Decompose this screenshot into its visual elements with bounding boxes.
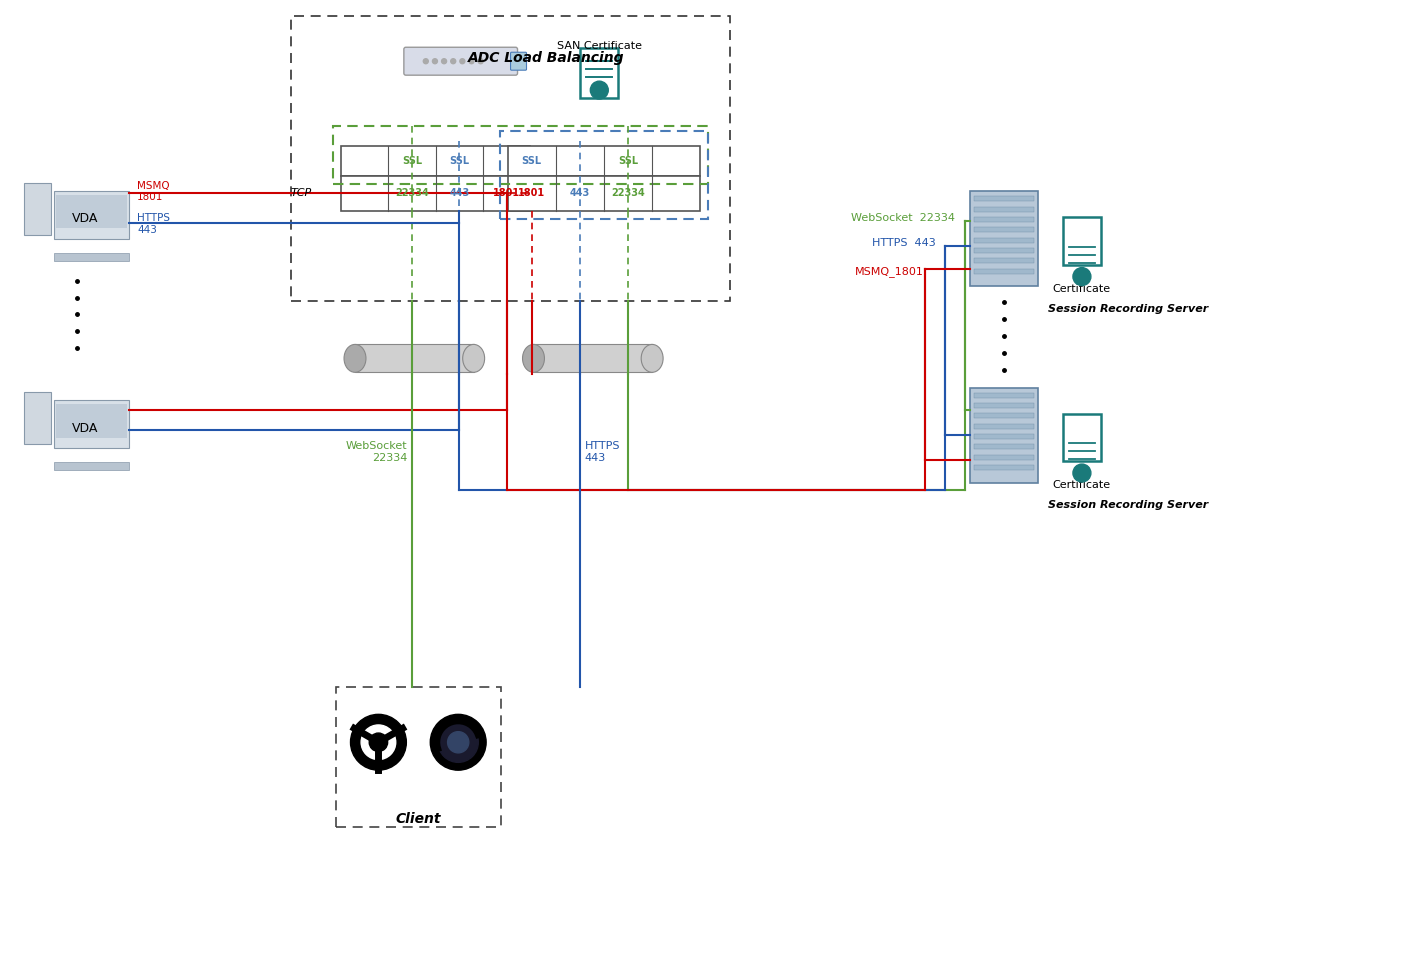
Text: SAN Certificate: SAN Certificate (557, 41, 642, 51)
Circle shape (450, 58, 456, 64)
Text: WebSocket  22334: WebSocket 22334 (851, 213, 955, 222)
Circle shape (424, 58, 428, 64)
Text: SSL: SSL (402, 156, 422, 166)
Bar (974, 227, 1034, 232)
Bar (508, 146, 701, 176)
Bar (499, 131, 708, 218)
Bar (974, 434, 1034, 439)
Text: SSL: SSL (449, 156, 470, 166)
Text: ADC Load Balancing: ADC Load Balancing (469, 51, 625, 65)
Ellipse shape (345, 345, 366, 372)
Text: Certificate: Certificate (1052, 284, 1112, 293)
Text: MSMQ_1801: MSMQ_1801 (854, 266, 923, 277)
Bar (974, 465, 1034, 470)
Circle shape (478, 58, 483, 64)
Text: WebSocket
22334: WebSocket 22334 (346, 441, 407, 463)
Bar (53, 191, 129, 239)
Bar (53, 400, 129, 448)
FancyBboxPatch shape (404, 48, 518, 75)
Bar (974, 218, 1034, 222)
Circle shape (362, 725, 395, 759)
Bar (24, 183, 51, 235)
Circle shape (1074, 268, 1090, 285)
Text: VDA: VDA (72, 421, 98, 435)
Bar (291, 17, 730, 301)
Bar (53, 252, 129, 260)
Ellipse shape (642, 345, 663, 372)
Bar (971, 387, 1038, 483)
Circle shape (431, 715, 487, 770)
Bar (24, 392, 51, 444)
Text: VDA: VDA (72, 213, 98, 225)
Text: HTTPS
443: HTTPS 443 (585, 441, 620, 463)
Bar (974, 392, 1034, 398)
Bar (533, 345, 653, 372)
Bar (974, 403, 1034, 408)
Bar (974, 248, 1034, 253)
Text: Session Recording Server: Session Recording Server (1048, 500, 1209, 511)
Circle shape (442, 58, 446, 64)
Text: TCP: TCP (290, 188, 312, 198)
Bar (333, 126, 708, 184)
Bar (974, 196, 1034, 201)
Text: 1801: 1801 (494, 188, 521, 198)
Bar (340, 146, 530, 176)
Ellipse shape (522, 345, 545, 372)
Circle shape (369, 733, 388, 752)
Circle shape (350, 715, 407, 770)
Bar (974, 207, 1034, 212)
Bar (56, 404, 127, 438)
Text: HTTPS
443: HTTPS 443 (136, 213, 170, 235)
Bar (1062, 414, 1100, 461)
Text: 443: 443 (449, 188, 470, 198)
Text: 22334: 22334 (395, 188, 429, 198)
Text: 1801: 1801 (518, 188, 545, 198)
Bar (974, 454, 1034, 460)
Bar (974, 423, 1034, 429)
Text: HTTPS  443: HTTPS 443 (871, 238, 936, 248)
Circle shape (447, 732, 469, 753)
Circle shape (591, 82, 608, 99)
Text: 443: 443 (570, 188, 590, 198)
Bar (508, 176, 701, 211)
Bar (340, 176, 530, 211)
Bar (974, 258, 1034, 263)
Circle shape (432, 58, 438, 64)
Circle shape (460, 58, 464, 64)
Bar (336, 687, 501, 827)
Text: Certificate: Certificate (1052, 480, 1112, 490)
Circle shape (438, 722, 478, 762)
Bar (974, 269, 1034, 274)
Bar (974, 414, 1034, 419)
Text: 22334: 22334 (611, 188, 644, 198)
Bar (53, 462, 129, 470)
Bar (56, 195, 127, 228)
Ellipse shape (463, 345, 484, 372)
Text: Session Recording Server: Session Recording Server (1048, 304, 1209, 314)
Bar (580, 49, 618, 98)
Text: SSL: SSL (618, 156, 637, 166)
Circle shape (1074, 464, 1090, 482)
Bar (355, 345, 474, 372)
Bar (974, 238, 1034, 243)
Circle shape (469, 58, 474, 64)
FancyBboxPatch shape (511, 52, 526, 70)
Bar (1062, 218, 1100, 265)
Bar (971, 191, 1038, 286)
Bar (974, 445, 1034, 450)
Text: SSL: SSL (522, 156, 542, 166)
Text: Client: Client (395, 812, 440, 826)
Text: MSMQ
1801: MSMQ 1801 (136, 181, 170, 203)
